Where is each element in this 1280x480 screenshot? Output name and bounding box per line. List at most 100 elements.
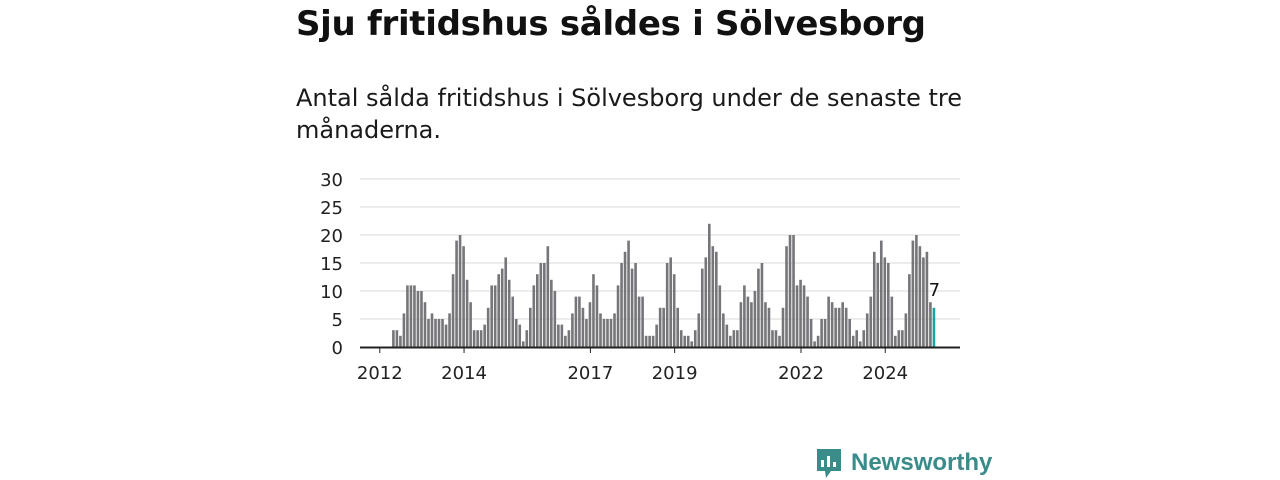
bar bbox=[658, 307, 662, 347]
bar bbox=[844, 307, 848, 347]
bar bbox=[792, 235, 795, 347]
bar bbox=[707, 223, 711, 347]
bar bbox=[392, 330, 395, 347]
bar bbox=[736, 330, 739, 347]
bar bbox=[855, 330, 859, 347]
x-tick-label: 2024 bbox=[862, 363, 908, 384]
bar bbox=[915, 235, 918, 347]
bar bbox=[472, 330, 476, 347]
y-tick-label: 20 bbox=[320, 226, 343, 247]
bar bbox=[630, 268, 634, 347]
bar bbox=[809, 319, 813, 347]
bar bbox=[423, 302, 427, 347]
bar bbox=[606, 319, 609, 347]
bar bbox=[834, 307, 837, 347]
bar bbox=[841, 302, 844, 347]
bar bbox=[493, 285, 497, 347]
bar bbox=[715, 251, 718, 347]
bar bbox=[413, 285, 416, 347]
y-tick-label: 30 bbox=[320, 170, 343, 191]
bar bbox=[718, 285, 722, 347]
bar bbox=[571, 313, 574, 347]
bar bbox=[760, 263, 764, 347]
data-label: 7 bbox=[929, 280, 940, 301]
bar bbox=[869, 296, 873, 347]
x-tick-label: 2017 bbox=[567, 363, 613, 384]
bar bbox=[483, 324, 486, 347]
bar bbox=[486, 307, 490, 347]
bar bbox=[911, 240, 915, 347]
bar bbox=[578, 296, 581, 347]
bar bbox=[669, 257, 672, 347]
bar bbox=[420, 291, 423, 347]
bar bbox=[753, 291, 757, 347]
bar bbox=[620, 263, 623, 347]
x-tick-label: 2019 bbox=[652, 363, 698, 384]
bar bbox=[686, 335, 690, 347]
bar bbox=[750, 302, 753, 347]
bar bbox=[901, 330, 904, 347]
bar bbox=[858, 341, 862, 347]
bar bbox=[462, 246, 465, 347]
bar bbox=[613, 313, 616, 347]
bar bbox=[497, 274, 500, 347]
bar bbox=[511, 296, 515, 347]
bar bbox=[623, 251, 627, 347]
bar bbox=[599, 313, 602, 347]
bar bbox=[465, 279, 469, 347]
bar bbox=[609, 319, 613, 347]
bar bbox=[648, 335, 651, 347]
bar bbox=[641, 296, 644, 347]
bar bbox=[872, 251, 876, 347]
bar bbox=[876, 263, 880, 347]
bar bbox=[894, 335, 897, 347]
bar bbox=[430, 313, 434, 347]
bar bbox=[904, 313, 908, 347]
bar bbox=[588, 302, 592, 347]
bar bbox=[820, 319, 823, 347]
bar bbox=[862, 330, 866, 347]
bar bbox=[764, 302, 767, 347]
bar bbox=[592, 274, 595, 347]
bar bbox=[553, 291, 557, 347]
bar bbox=[655, 324, 658, 347]
bar bbox=[476, 330, 479, 347]
bar bbox=[525, 330, 529, 347]
brand-name: Newsworthy bbox=[851, 449, 993, 476]
bar bbox=[543, 263, 546, 347]
bar bbox=[700, 268, 704, 347]
bar bbox=[644, 335, 648, 347]
y-tick-label: 15 bbox=[320, 254, 343, 275]
bar bbox=[897, 330, 901, 347]
bar bbox=[479, 330, 483, 347]
bar bbox=[616, 285, 620, 347]
bar bbox=[908, 274, 911, 347]
bar bbox=[827, 296, 830, 347]
bar bbox=[781, 307, 785, 347]
bar bbox=[683, 335, 687, 347]
bar bbox=[402, 313, 406, 347]
x-tick-label: 2022 bbox=[778, 363, 824, 384]
bar bbox=[595, 285, 599, 347]
bar bbox=[795, 285, 799, 347]
bar bbox=[778, 335, 781, 347]
page-title: Sju fritidshus såldes i Sölvesborg bbox=[296, 4, 926, 44]
bar bbox=[444, 324, 448, 347]
bar bbox=[823, 319, 827, 347]
bar bbox=[890, 296, 894, 347]
bar bbox=[448, 313, 451, 347]
bar bbox=[693, 330, 697, 347]
bar bbox=[743, 285, 746, 347]
bar bbox=[637, 296, 641, 347]
bar bbox=[546, 246, 550, 347]
bar bbox=[627, 240, 630, 347]
bar bbox=[816, 335, 820, 347]
bar bbox=[922, 257, 925, 347]
bar bbox=[399, 335, 402, 347]
bar bbox=[437, 319, 441, 347]
bar bbox=[729, 335, 732, 347]
bar bbox=[676, 307, 680, 347]
bar bbox=[799, 279, 802, 347]
bar bbox=[581, 307, 585, 347]
